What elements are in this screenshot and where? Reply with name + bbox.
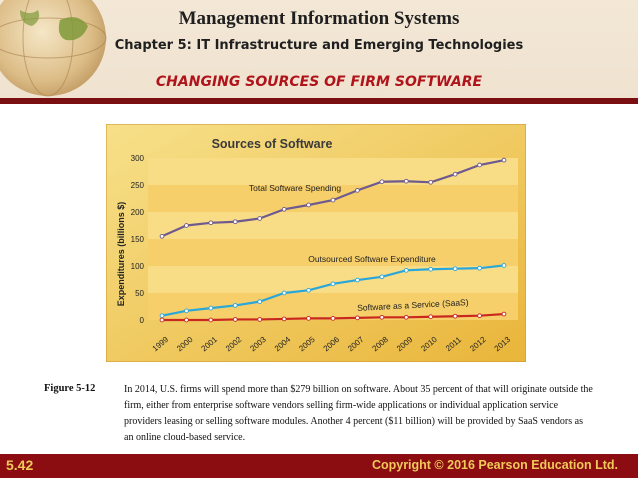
series-point	[355, 277, 360, 283]
y-tick-label: 200	[131, 208, 145, 217]
series-point	[159, 233, 165, 239]
series-point	[477, 162, 482, 168]
series-point	[452, 171, 458, 177]
series-point	[330, 197, 336, 203]
series-point	[379, 274, 385, 280]
y-tick-label: 150	[131, 235, 145, 244]
series-point	[501, 263, 507, 268]
series-label-total: Total Software Spending	[249, 183, 341, 193]
series-point	[281, 206, 287, 212]
series-point	[428, 179, 434, 185]
series-point	[306, 287, 311, 293]
series-point	[452, 266, 458, 272]
series-point	[403, 314, 409, 320]
series-point	[330, 316, 336, 321]
series-point	[281, 316, 287, 322]
slide-header	[0, 0, 638, 104]
series-point	[477, 265, 482, 271]
series-point	[184, 308, 189, 314]
copyright-notice: Copyright © 2016 Pearson Education Ltd.	[371, 458, 618, 472]
series-point	[477, 313, 482, 319]
series-point	[159, 313, 165, 319]
slide-number: 5.42	[6, 457, 34, 473]
series-point	[232, 219, 238, 225]
header-divider	[0, 98, 638, 104]
series-point	[184, 317, 189, 323]
series-point	[232, 317, 238, 322]
series-point	[379, 314, 385, 320]
chapter-subtitle: Chapter 5: IT Infrastructure and Emergin…	[114, 38, 524, 53]
y-tick-label: 100	[131, 262, 145, 271]
chart-band	[148, 212, 518, 239]
series-point	[184, 223, 189, 228]
series-label-outsourced: Outsourced Software Expenditure	[308, 254, 436, 264]
y-tick-label: 50	[135, 289, 144, 298]
figure-caption: In 2014, U.S. firms will spend more than…	[124, 384, 593, 443]
slide-footer	[0, 454, 638, 478]
y-tick-label: 300	[131, 154, 145, 163]
series-point	[355, 188, 360, 193]
series-point	[379, 179, 385, 185]
series-point	[330, 281, 336, 287]
chart-band	[148, 239, 518, 266]
y-tick-label: 250	[131, 181, 145, 190]
series-point	[257, 299, 263, 304]
figure-label: Figure 5-12	[44, 383, 96, 394]
series-point	[208, 305, 214, 311]
series-point	[403, 267, 409, 273]
series-point	[306, 202, 311, 208]
series-point	[355, 315, 360, 321]
series-point	[452, 313, 458, 319]
series-point	[232, 303, 238, 308]
series-point	[208, 220, 214, 226]
series-point	[501, 157, 507, 163]
series-point	[257, 216, 263, 221]
series-point	[306, 316, 311, 321]
chart-band	[148, 158, 518, 185]
series-point	[501, 311, 507, 317]
series-point	[257, 317, 263, 322]
section-title: CHANGING SOURCES OF FIRM SOFTWARE	[155, 74, 483, 90]
chart-title: Sources of Software	[212, 137, 333, 151]
series-point	[403, 178, 409, 184]
y-axis-label: Expenditures (billions $)	[116, 202, 126, 307]
slide-title: Management Information Systems	[178, 8, 460, 29]
series-point	[208, 317, 214, 323]
series-point	[159, 317, 165, 323]
series-point	[281, 290, 287, 296]
series-point	[428, 314, 434, 320]
y-tick-label: 0	[140, 316, 145, 325]
series-point	[428, 266, 434, 272]
globe-icon	[0, 0, 107, 97]
chart-band	[148, 266, 518, 293]
